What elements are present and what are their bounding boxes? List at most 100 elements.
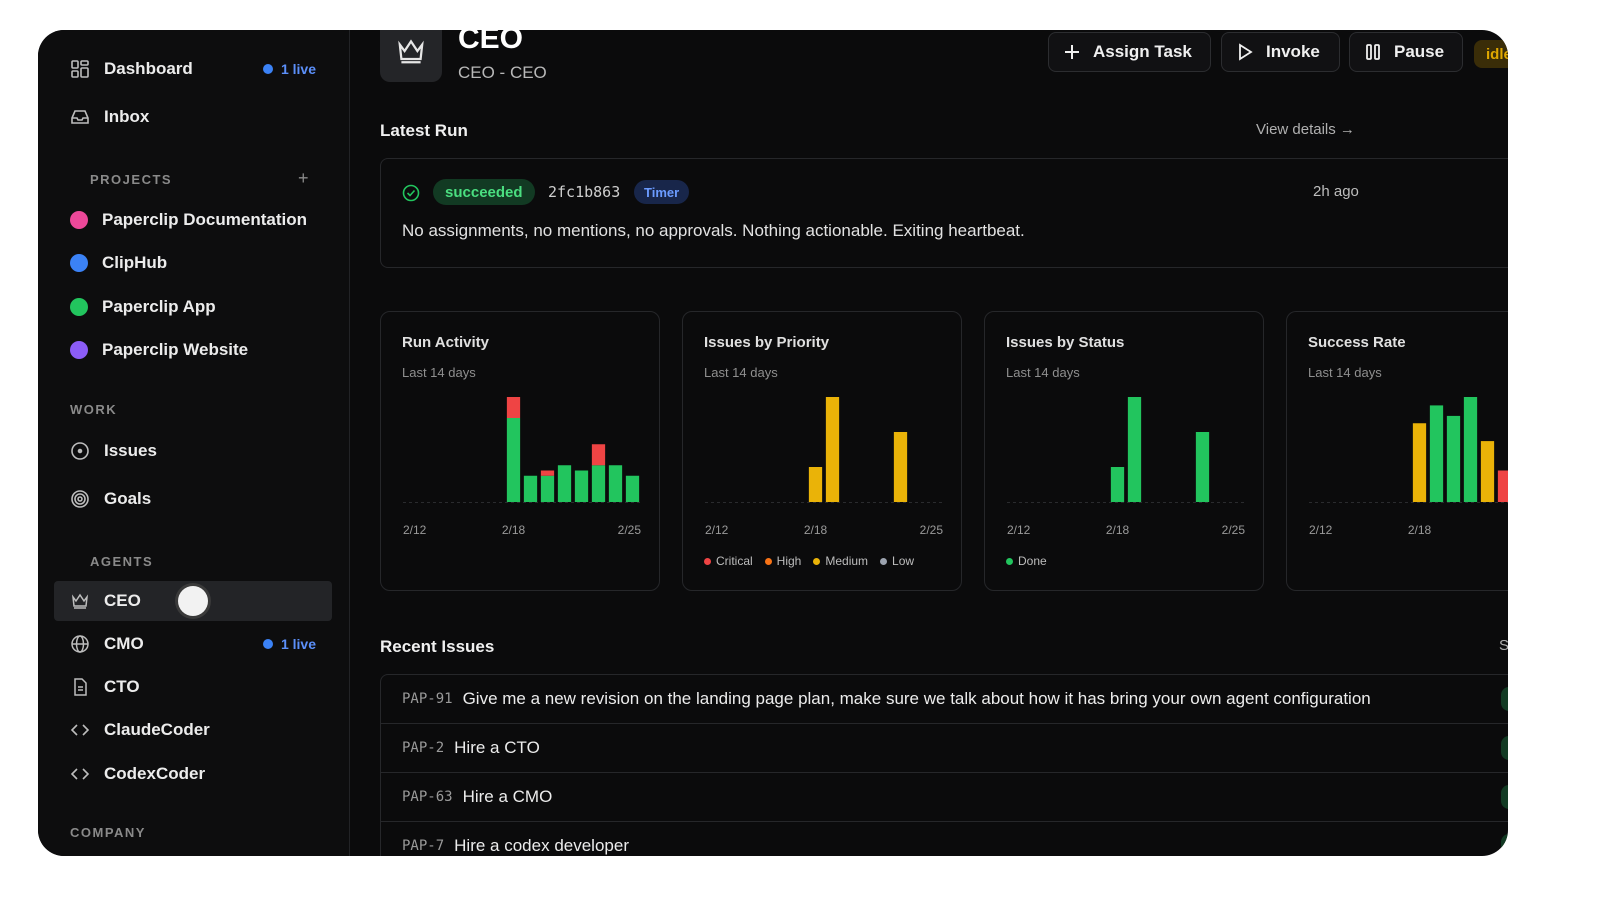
chart-tick-label: 2/18 [1106,523,1130,537]
sidebar-item-inbox[interactable]: Inbox [54,97,332,137]
add-project-button[interactable]: + [298,168,309,188]
sidebar-item-project[interactable]: Paperclip App [54,287,332,327]
chart-bar [1480,441,1495,502]
issues-status-chart: 2/12 2/18 2/25 [1007,397,1246,537]
sidebar-item-cto[interactable]: CTO [54,667,332,707]
sidebar-item-dashboard[interactable]: Dashboard 1 live [54,49,332,89]
issue-title: Hire a CTO [454,738,540,757]
chart-title: Success Rate [1308,334,1406,351]
issue-id: PAP-2 [402,740,445,756]
sidebar-item-claudecoder[interactable]: ClaudeCoder [54,710,332,750]
sidebar-item-label: Paperclip App [102,297,216,316]
view-details-link[interactable]: View details → [1256,121,1355,138]
legend-dot [704,557,711,565]
table-row[interactable]: PAP-7 Hire a codex developer d [381,822,1508,856]
chart-bar [1127,397,1142,502]
legend-label: Low [892,554,915,568]
legend-label: High [776,554,802,568]
chart-tick-label: 2/18 [804,523,828,537]
chart-bar [608,465,623,502]
project-color-dot [70,298,88,316]
chart-tick-label: 2/18 [502,523,526,537]
chart-tick-label: 2/12 [403,523,427,537]
legend-label: Critical [716,554,753,568]
sidebar-item-ceo[interactable]: CEO [54,581,332,621]
chart-bar [1497,470,1508,502]
chart-bar [540,475,555,502]
legend-dot [813,557,821,565]
work-heading: WORK [70,402,118,417]
chart-bar [540,470,555,476]
chart-title: Run Activity [402,334,489,351]
sidebar-item-label: CMO [104,634,144,653]
sidebar-item-project[interactable]: Paperclip Website [54,330,332,370]
live-dot-icon [262,639,273,649]
page-title: CEO [458,30,524,55]
crown-icon [398,39,424,64]
legend-item: Low [880,554,914,568]
issue-status-badge: d [1501,736,1508,760]
chart-bar [591,444,606,466]
legend-dot [764,557,772,565]
sidebar-item-project[interactable]: ClipHub [54,243,332,283]
chart-bar [808,467,823,502]
issue-id: PAP-63 [402,789,453,805]
issues-status-card: Issues by Status Last 14 days 2/12 2/18 2/… [984,311,1264,591]
chart-title: Issues by Priority [704,334,830,351]
legend-dot [880,557,888,565]
invoke-button[interactable]: Invoke [1221,32,1340,72]
target-icon [70,489,90,509]
company-heading: COMPANY [70,825,146,840]
issue-title: Give me a new revision on the landing pa… [462,689,1371,708]
sidebar-item-cmo[interactable]: CMO 1 live [54,624,332,664]
circle-dot-icon [70,441,90,461]
run-hash: 2fc1b863 [548,183,621,201]
project-color-dot [70,211,88,229]
sidebar-item-codexcoder[interactable]: CodexCoder [54,754,332,794]
latest-run-card[interactable]: succeeded 2fc1b863 Timer 2h ago No assig… [380,158,1508,268]
legend-item: High [764,554,802,568]
sidebar-item-label: Inbox [104,107,150,126]
agent-avatar [380,30,442,82]
see-all-link[interactable]: S [1499,637,1508,654]
sidebar-item-label: Paperclip Documentation [102,210,307,229]
projects-heading: PROJECTS [90,172,173,187]
latest-run-heading: Latest Run [380,121,468,140]
chart-tick-label: 2/12 [705,523,729,537]
pause-button[interactable]: Pause [1349,32,1463,72]
chart-tick-label: 2/12 [1007,523,1031,537]
table-row[interactable]: PAP-91 Give me a new revision on the lan… [381,675,1508,724]
sidebar-item-goals[interactable]: Goals [54,479,332,519]
chart-tick-label: 2/25 [920,523,944,537]
pause-icon [1366,44,1380,60]
cursor-indicator [178,586,208,616]
chart-tick-label: 2/25 [1222,523,1246,537]
chart-bar [893,432,908,502]
table-row[interactable]: PAP-63 Hire a CMO d [381,773,1508,822]
run-activity-card: Run Activity Last 14 days 2/12 2/18 2/25 [380,311,660,591]
pause-label: Pause [1394,42,1445,61]
assign-task-button[interactable]: Assign Task [1048,32,1211,72]
invoke-label: Invoke [1266,42,1320,61]
crown-icon [70,591,90,611]
chart-tick-label: 2/25 [618,523,642,537]
sidebar-item-label: CodexCoder [104,764,206,783]
chart-bar [591,465,606,502]
issue-title: Hire a codex developer [454,836,629,855]
issues-priority-card: Issues by Priority Last 14 days 2/12 2/18… [682,311,962,591]
run-timestamp: 2h ago [1313,183,1359,200]
table-row[interactable]: PAP-2 Hire a CTO d [381,724,1508,773]
globe-icon [70,634,90,654]
chart-bar [625,475,640,502]
chart-subtitle: Last 14 days [1308,365,1382,380]
sidebar-item-project[interactable]: Paperclip Documentation [54,200,332,240]
file-icon [70,677,90,697]
sidebar-item-label: ClipHub [102,253,168,272]
chart-bar [1412,423,1427,502]
legend-label: Medium [825,554,869,568]
sidebar-item-issues[interactable]: Issues [54,431,332,471]
live-dot-icon [262,64,273,74]
dashboard-icon [70,59,90,79]
issues-priority-chart: 2/12 2/18 2/25 [705,397,944,537]
issue-id: PAP-7 [402,838,445,854]
